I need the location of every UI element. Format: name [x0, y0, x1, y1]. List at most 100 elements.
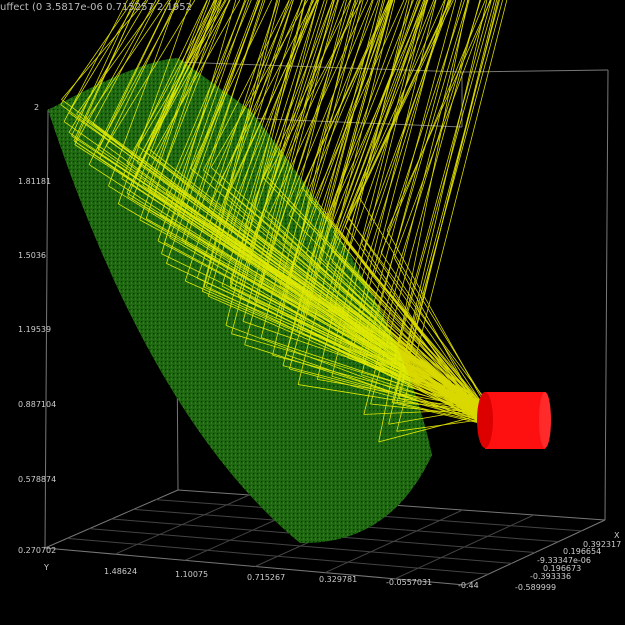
- z-label: 0.270702: [18, 546, 56, 555]
- reflected-ray: [203, 169, 487, 414]
- incoming-ray: [105, 0, 196, 147]
- incoming-ray: [136, 0, 220, 163]
- incoming-ray: [131, 0, 222, 185]
- reflected-ray: [358, 196, 490, 408]
- reflected-ray: [229, 281, 484, 412]
- incoming-ray: [352, 0, 446, 349]
- incoming-ray: [333, 0, 426, 348]
- reflected-ray: [137, 145, 486, 424]
- incoming-ray: [331, 0, 429, 263]
- reflected-ray: [370, 403, 490, 417]
- incoming-ray: [60, 0, 134, 105]
- reflected-ray: [362, 360, 492, 407]
- y-label: 1.10075: [175, 570, 208, 579]
- z-label: 1.81181: [18, 177, 51, 186]
- rays: [60, 0, 508, 443]
- reflected-ray: [260, 286, 486, 412]
- incoming-ray: [362, 0, 469, 362]
- reflected-ray: [346, 216, 492, 408]
- incoming-ray: [263, 0, 351, 179]
- incoming-ray: [361, 0, 452, 244]
- incoming-ray: [378, 0, 482, 332]
- incoming-ray: [68, 0, 149, 133]
- incoming-ray: [137, 0, 226, 147]
- incoming-ray: [239, 0, 334, 283]
- z-label: 1.19539: [18, 325, 51, 334]
- incoming-ray: [305, 0, 391, 255]
- reflected-ray: [218, 240, 492, 425]
- incoming-ray: [218, 0, 318, 241]
- y-label: 1.48624: [104, 567, 137, 576]
- incoming-ray: [347, 0, 437, 358]
- incoming-ray: [254, 0, 335, 302]
- x-label: 0.196673: [543, 564, 581, 573]
- incoming-ray: [325, 0, 418, 261]
- incoming-ray: [334, 0, 436, 291]
- reflected-ray: [386, 230, 490, 413]
- incoming-ray: [285, 0, 386, 355]
- incoming-ray: [358, 0, 454, 197]
- incoming-ray: [396, 0, 508, 432]
- incoming-ray: [229, 0, 320, 283]
- incoming-ray: [126, 0, 216, 164]
- z-label: 0.887104: [18, 400, 56, 409]
- incoming-ray: [63, 0, 128, 122]
- incoming-ray: [135, 0, 208, 178]
- incoming-ray: [359, 0, 457, 354]
- incoming-ray: [88, 0, 171, 165]
- reflected-ray: [68, 132, 491, 415]
- reflected-ray: [184, 243, 490, 419]
- incoming-ray: [152, 0, 241, 156]
- incoming-ray: [288, 0, 393, 369]
- incoming-ray: [282, 0, 379, 241]
- reflected-ray: [301, 187, 488, 412]
- incoming-ray: [180, 0, 259, 202]
- reflected-ray: [260, 337, 483, 412]
- reflected-ray: [363, 408, 488, 415]
- x-label: 0.196654: [563, 547, 601, 556]
- incoming-ray: [142, 0, 231, 186]
- incoming-ray: [73, 0, 140, 142]
- x-label: -9.33347e-06: [537, 556, 591, 565]
- incoming-ray: [117, 0, 192, 204]
- incoming-ray: [97, 0, 180, 149]
- incoming-ray: [176, 0, 261, 214]
- incoming-ray: [393, 0, 503, 403]
- reflected-ray: [229, 287, 486, 417]
- reflected-ray: [263, 208, 488, 418]
- incoming-ray: [297, 0, 396, 385]
- incoming-ray: [279, 0, 361, 286]
- z-label: 0.578874: [18, 475, 56, 484]
- reflected-ray: [160, 214, 484, 419]
- reflected-ray: [71, 135, 485, 408]
- reflected-ray: [378, 413, 487, 443]
- incoming-ray: [209, 0, 303, 208]
- incoming-ray: [166, 0, 260, 264]
- incoming-ray: [301, 0, 390, 188]
- incoming-ray: [361, 0, 463, 375]
- incoming-ray: [195, 0, 293, 217]
- reflected-ray: [263, 177, 486, 408]
- x-label: 0.392317: [583, 540, 621, 549]
- incoming-ray: [181, 0, 266, 241]
- floor-line: [394, 514, 535, 580]
- reflected-ray: [378, 331, 484, 417]
- reflected-ray: [328, 217, 487, 425]
- incoming-ray: [267, 0, 369, 218]
- incoming-ray: [155, 0, 230, 191]
- incoming-ray: [255, 0, 345, 237]
- incoming-ray: [157, 0, 246, 241]
- reflected-ray: [325, 259, 487, 414]
- incoming-ray: [275, 0, 374, 319]
- title: uffect (0 3.5817e-06 0.715257 2.1952: [0, 2, 192, 13]
- incoming-ray: [86, 0, 169, 120]
- y-axis-name: Y: [43, 563, 49, 572]
- reflected-ray: [380, 252, 488, 411]
- reflected-ray: [392, 402, 491, 427]
- incoming-ray: [314, 0, 405, 200]
- incoming-ray: [121, 0, 208, 179]
- y-label: 0.715267: [247, 573, 285, 582]
- reflected-ray: [314, 198, 489, 419]
- reflected-ray: [298, 384, 486, 415]
